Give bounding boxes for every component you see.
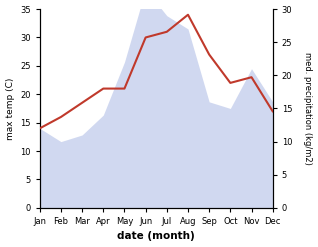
Y-axis label: med. precipitation (kg/m2): med. precipitation (kg/m2) [303,52,313,165]
X-axis label: date (month): date (month) [117,231,195,242]
Y-axis label: max temp (C): max temp (C) [5,77,15,140]
